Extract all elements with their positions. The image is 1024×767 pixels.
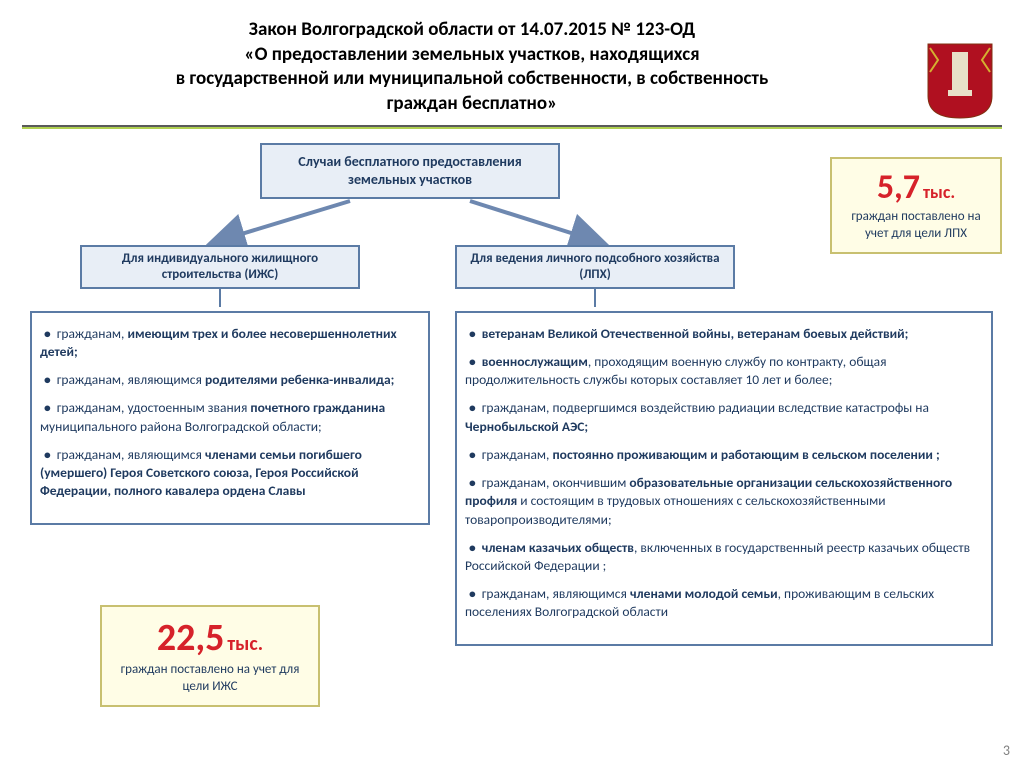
left-details-box: гражданам, имеющим трех и более несоверш… <box>30 311 430 525</box>
list-item: гражданам, постоянно проживающим и работ… <box>465 446 977 464</box>
branch-right-label: Для ведения личного подсобного хозяйства… <box>465 251 725 282</box>
list-item: гражданам, имеющим трех и более несоверш… <box>40 325 414 361</box>
branch-left-block: Для индивидуального жилищного строительс… <box>80 245 360 289</box>
list-item: членам казачьих обществ, включенных в го… <box>465 539 977 575</box>
page-number: 3 <box>1003 742 1010 759</box>
list-item: гражданам, являющимся родителями ребенка… <box>40 371 414 389</box>
branch-left-label: Для индивидуального жилищного строительс… <box>90 251 350 282</box>
header-divider <box>22 125 1002 127</box>
list-item: гражданам, удостоенным звания почетного … <box>40 399 414 435</box>
right-details-box: ветеранам Великой Отечественной войны, в… <box>455 311 993 646</box>
stat-izhs-box: 22,5 тыс. граждан поставлено на учет для… <box>100 605 320 707</box>
title-line: в государственной или муниципальной собс… <box>30 67 914 92</box>
stat-izhs-caption: граждан поставлено на учет для цели ИЖС <box>112 662 308 695</box>
list-item: гражданам, окончившим образовательные ор… <box>465 474 977 529</box>
region-emblem-icon <box>924 40 996 122</box>
list-item: военнослужащим, проходящим военную служб… <box>465 353 977 389</box>
branch-right-block: Для ведения личного подсобного хозяйства… <box>455 245 735 289</box>
list-item: ветеранам Великой Отечественной войны, в… <box>465 325 977 343</box>
stat-lph-number: 5,7 <box>877 167 920 208</box>
stat-lph-box: 5,7 тыс. граждан поставлено на учет для … <box>830 157 1002 254</box>
list-item: гражданам, подвергшимся воздействию ради… <box>465 399 977 435</box>
stat-izhs-unit: тыс. <box>227 632 263 656</box>
right-list: ветеранам Великой Отечественной войны, в… <box>465 325 977 622</box>
stat-lph-caption: граждан поставлено на учет для цели ЛПХ <box>842 209 990 242</box>
stat-lph-unit: тыс. <box>923 181 955 203</box>
list-item: гражданам, являющимся членами молодой се… <box>465 585 977 621</box>
title-line: «О предоставлении земельных участков, на… <box>30 43 914 68</box>
list-item: гражданам, являющимся членами семьи поги… <box>40 446 414 501</box>
root-block-label: Случаи бесплатного предоставления земель… <box>272 153 548 188</box>
title-line: Закон Волгоградской области от 14.07.201… <box>30 18 914 43</box>
left-list: гражданам, имеющим трех и более несоверш… <box>40 325 414 501</box>
slide-title: Закон Волгоградской области от 14.07.201… <box>0 0 1024 125</box>
stat-izhs-number: 22,5 <box>157 615 225 661</box>
root-block: Случаи бесплатного предоставления земель… <box>260 143 560 199</box>
title-line: граждан бесплатно» <box>30 92 914 117</box>
